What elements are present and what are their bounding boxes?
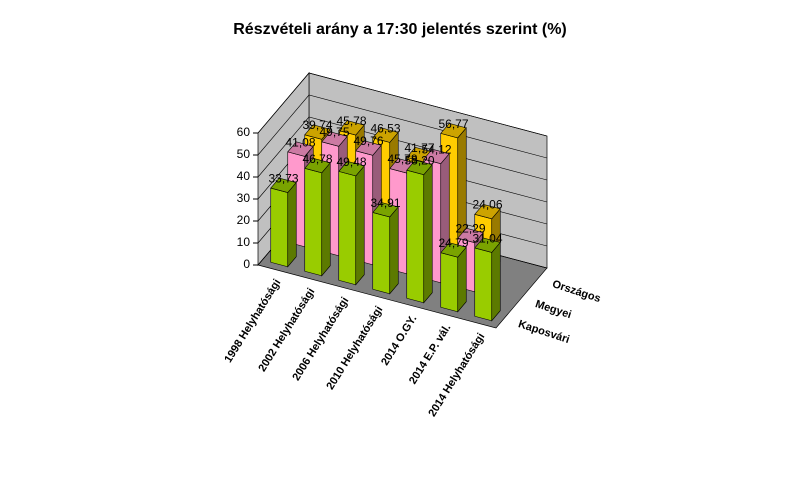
bar-front <box>474 247 493 322</box>
bar <box>406 159 433 304</box>
bar <box>338 161 365 286</box>
bar-top <box>440 123 467 139</box>
value-label: 46,53 <box>370 121 400 135</box>
grid-line <box>257 72 548 137</box>
bar-top <box>355 140 382 156</box>
value-label: 24,06 <box>472 198 502 212</box>
value-label: 49,75 <box>319 125 349 139</box>
value-label: 46,78 <box>302 152 332 166</box>
value-label: 45,78 <box>336 114 366 128</box>
value-label: 41,77 <box>404 141 434 155</box>
y-tick-label: 40 <box>237 169 251 183</box>
y-tick-label: 50 <box>237 147 251 161</box>
value-label: 39,74 <box>302 118 332 132</box>
value-label: 54,12 <box>421 143 451 157</box>
bar-side <box>389 206 399 295</box>
bar-top <box>423 148 450 165</box>
bar-side <box>491 241 501 322</box>
y-tick-label: 10 <box>237 235 251 249</box>
grid-line <box>257 94 548 159</box>
value-label: 58,20 <box>404 154 434 168</box>
bar-top <box>321 131 348 147</box>
bar-top <box>304 124 331 140</box>
bar-top <box>270 177 297 193</box>
bar-front <box>372 212 391 295</box>
bar-front <box>406 169 425 304</box>
bar-side <box>287 181 297 268</box>
bar-side <box>457 246 467 313</box>
bar-side <box>423 163 433 304</box>
value-label: 33,73 <box>268 171 298 185</box>
bar-front <box>270 187 289 268</box>
bar-front <box>440 252 459 313</box>
bar-top <box>474 237 501 253</box>
y-tick-label: 60 <box>237 125 251 139</box>
bar-top <box>287 141 314 157</box>
bar-top <box>457 227 484 244</box>
bar <box>474 237 501 322</box>
bar-top <box>440 242 467 258</box>
bar <box>304 157 331 277</box>
value-label: 31,04 <box>472 231 502 245</box>
bar-top <box>372 127 399 143</box>
value-label: 49,76 <box>353 134 383 148</box>
value-label: 34,91 <box>370 196 400 210</box>
series-label: Országos <box>551 278 602 305</box>
value-label: 49,48 <box>336 155 366 169</box>
bar <box>270 177 297 268</box>
y-tick-label: 30 <box>237 191 251 205</box>
bar-top <box>406 159 433 176</box>
value-label: 22,29 <box>455 222 485 236</box>
y-tick-label: 0 <box>243 257 250 271</box>
bar-top <box>372 202 399 218</box>
bar-front <box>304 167 323 277</box>
bar-top <box>474 203 501 220</box>
chart-title: Részvételi arány a 17:30 jelentés szerin… <box>233 21 567 38</box>
value-label: 45,78 <box>387 152 417 166</box>
value-label: 41,08 <box>285 135 315 149</box>
value-label: 56,77 <box>438 117 468 131</box>
series-label: Megyei <box>534 298 573 321</box>
bar-top <box>304 157 331 174</box>
x-tick-label: 2014 O.GY. <box>379 313 419 368</box>
bar-side <box>355 165 365 286</box>
bar-front <box>338 171 357 286</box>
bar-top <box>338 161 365 177</box>
bar-top <box>338 120 365 136</box>
bar <box>440 242 467 313</box>
value-label: 24,79 <box>438 236 468 250</box>
bar <box>372 202 399 295</box>
bar-side <box>321 162 331 277</box>
grid-line <box>257 116 548 181</box>
series-label: Kaposvári <box>517 318 571 346</box>
y-tick-label: 20 <box>237 213 251 227</box>
x-tick-label: 2014 E.P. vál. <box>407 322 453 386</box>
